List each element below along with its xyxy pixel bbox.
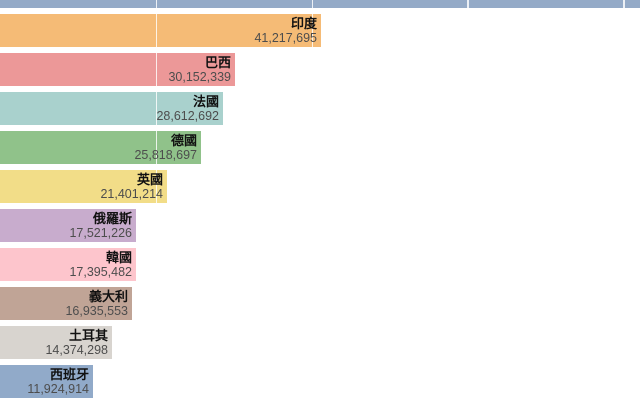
bar-country-label: 俄羅斯	[92, 211, 132, 226]
bar	[0, 92, 223, 125]
bar-row: 英國 21,401,214	[0, 170, 167, 203]
bar-value-label: 41,217,695	[254, 31, 317, 45]
bar-country-label: 土耳其	[68, 328, 108, 343]
bar-row: 巴西 30,152,339	[0, 53, 235, 86]
bar-label: 法國 28,612,692	[156, 94, 219, 123]
bar	[0, 14, 321, 47]
bar-label: 德國 25,818,697	[134, 133, 197, 162]
bar-country-label: 韓國	[105, 250, 132, 265]
bar-row: 土耳其 14,374,298	[0, 326, 112, 359]
bar-country-label: 義大利	[88, 289, 128, 304]
gridline	[311, 0, 314, 400]
bar	[0, 53, 235, 86]
bar-value-label: 16,935,553	[65, 304, 128, 318]
bar-row: 印度 41,217,695	[0, 14, 321, 47]
bar	[0, 326, 112, 359]
bar-value-label: 11,924,914	[27, 382, 89, 396]
bar-label: 義大利 16,935,553	[65, 289, 128, 318]
bar-row: 韓國 17,395,482	[0, 248, 136, 281]
bar-label: 英國 21,401,214	[100, 172, 163, 201]
bar-label: 西班牙 11,924,914	[27, 367, 89, 396]
bar	[0, 365, 93, 398]
bar-country-label: 印度	[290, 16, 317, 31]
bar	[0, 170, 167, 203]
bar	[0, 209, 136, 242]
bar-value-label: 17,395,482	[69, 265, 132, 279]
bar-label: 印度 41,217,695	[254, 16, 317, 45]
gridline	[467, 0, 469, 400]
bar	[0, 287, 132, 320]
bar-value-label: 25,818,697	[134, 148, 197, 162]
bar-value-label: 21,401,214	[100, 187, 163, 201]
bar-value-label: 28,612,692	[156, 109, 219, 123]
bar-country-label: 英國	[136, 172, 163, 187]
bar-value-label: 14,374,298	[45, 343, 108, 357]
bar-country-label: 巴西	[204, 55, 231, 70]
bar-country-label: 西班牙	[49, 367, 89, 382]
bar-country-label: 法國	[192, 94, 219, 109]
bar	[0, 248, 136, 281]
bar-row: 西班牙 11,924,914	[0, 365, 93, 398]
bar-row: 義大利 16,935,553	[0, 287, 132, 320]
bar-row: 法國 28,612,692	[0, 92, 223, 125]
bar	[0, 131, 201, 164]
bar-country-label: 德國	[170, 133, 197, 148]
bar-row	[0, 0, 640, 8]
bar-row: 德國 25,818,697	[0, 131, 201, 164]
bar-value-label: 30,152,339	[168, 70, 231, 84]
bar-label: 土耳其 14,374,298	[45, 328, 108, 357]
bar-value-label: 17,521,226	[69, 226, 132, 240]
bar-label: 韓國 17,395,482	[69, 250, 132, 279]
bar-row: 俄羅斯 17,521,226	[0, 209, 136, 242]
bar-label: 巴西 30,152,339	[168, 55, 231, 84]
bar-label: 俄羅斯 17,521,226	[69, 211, 132, 240]
bar	[0, 0, 640, 8]
gridline	[623, 0, 625, 400]
